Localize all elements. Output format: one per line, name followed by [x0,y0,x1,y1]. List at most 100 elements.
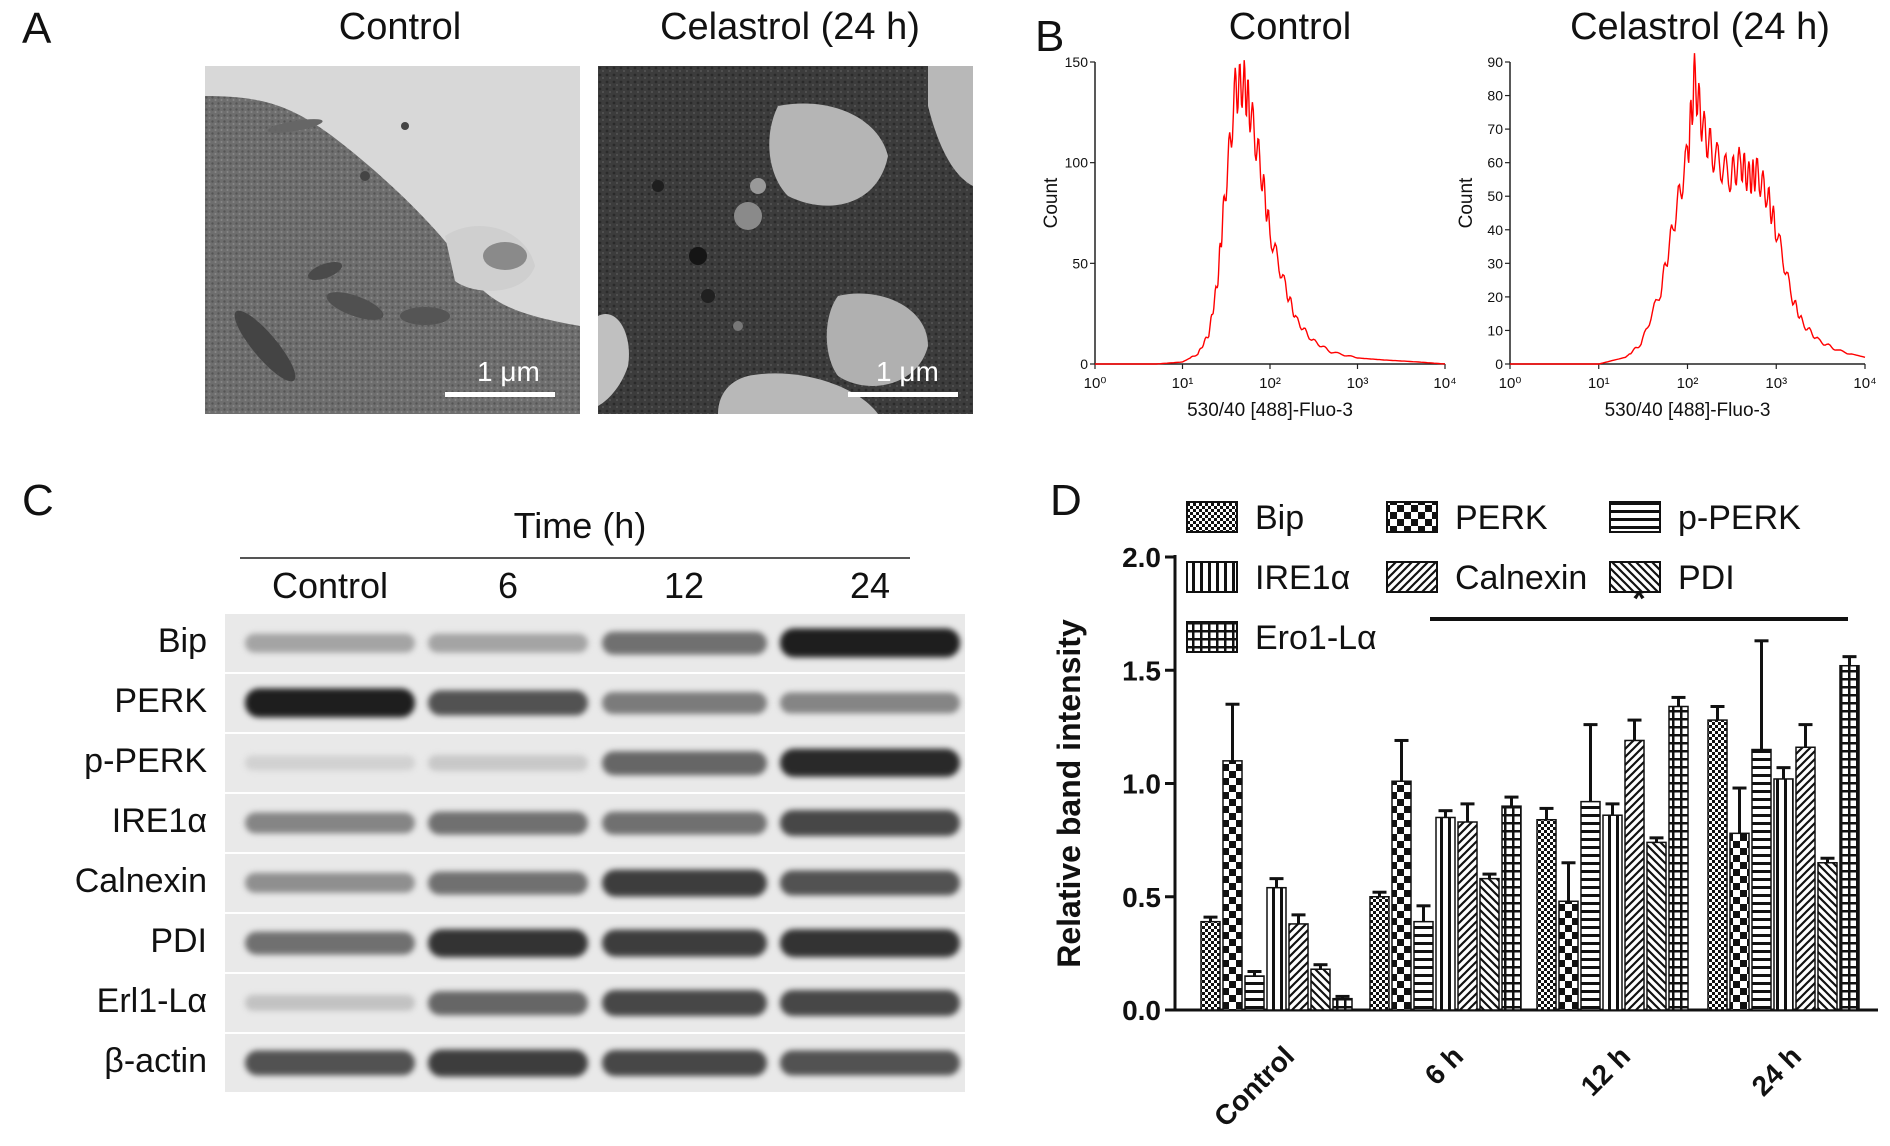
blot-band [601,631,767,655]
blot-row [225,914,965,972]
flow-y-tick-label-control: 100 [1065,155,1089,171]
legend-swatch [1186,561,1238,593]
bar-Ero1-Lα-Control [1332,997,1353,1011]
flow-y-tick-label-celastrol: 10 [1487,322,1503,338]
blot-column-header: 12 [663,565,705,606]
flow-y-tick-label-celastrol: 70 [1487,121,1503,137]
bar-IRE1α-12 h [1602,814,1623,1011]
legend-label: p-PERK [1678,499,1801,537]
blot-row-label: Calnexin [74,862,207,900]
flow-histogram-line-control [1095,60,1446,365]
blot-band [428,1049,588,1077]
blot-row-label: PERK [114,682,207,720]
blot-row-label: p-PERK [84,742,207,780]
bar-Bip-12 h [1536,818,1557,1011]
bar-PDI-24 h [1817,862,1838,1011]
bar-Calnexin-12 h [1624,739,1645,1011]
panel-a-title-celastrol: Celastrol (24 h) [660,6,920,48]
flow-x-tick-label-celastrol: 10³ [1765,375,1787,392]
blot-band [245,633,415,653]
blot-band [245,1050,415,1076]
legend-label: IRE1α [1255,559,1350,597]
blot-band [428,991,588,1015]
legend-swatch [1386,561,1438,593]
time-divider [240,557,910,559]
flow-x-tick-label-control: 10³ [1347,375,1369,392]
flow-histogram-line-celastrol [1510,53,1866,365]
flow-x-tick-label-celastrol: 10⁰ [1499,375,1522,392]
blot-row [225,674,965,732]
blot-band [245,755,415,771]
panel-b-title-celastrol: Celastrol (24 h) [1570,6,1830,48]
bar-PERK-6 h [1391,780,1412,1011]
flow-x-tick-label-celastrol: 10⁴ [1853,375,1876,392]
blot-band [245,872,415,894]
time-axis-label: Time (h) [513,505,647,546]
legend-label: PDI [1678,559,1735,597]
blot-row-label: IRE1α [111,802,207,840]
blot-band [601,1050,767,1076]
blot-row [225,794,965,852]
bar-Calnexin-6 h [1457,821,1478,1011]
blot-band [780,929,960,957]
bar-Calnexin-Control [1288,923,1309,1011]
bar-category-label: 12 h [1575,1040,1637,1102]
flow-y-tick-label-control: 150 [1065,54,1089,70]
legend-swatch [1609,561,1661,593]
flow-y-label-control: Count [1041,177,1062,228]
flow-y-tick-label-celastrol: 80 [1487,88,1503,104]
panel-b-label: B [1035,12,1065,61]
bar-y-tick-label: 0.5 [1122,882,1161,913]
bar-PDI-Control [1310,968,1331,1011]
blot-band [780,990,960,1016]
flow-y-tick-label-celastrol: 60 [1487,155,1503,171]
legend-label: Ero1-Lα [1255,619,1377,657]
blot-band [780,870,960,896]
bar-PDI-6 h [1479,877,1500,1011]
bar-Calnexin-24 h [1795,746,1816,1011]
blot-row-label: Erl1-Lα [96,982,207,1020]
bar-PERK-Control [1222,760,1243,1011]
bar-Ero1-Lα-6 h [1501,805,1522,1011]
blot-band [428,871,588,895]
blot-row [225,1034,965,1092]
flow-y-tick-label-celastrol: 20 [1487,289,1503,305]
flow-y-tick-label-control: 50 [1072,255,1088,271]
flow-x-tick-label-celastrol: 10² [1677,375,1699,392]
blot-band [428,690,588,716]
bar-y-tick-label: 1.0 [1122,769,1161,800]
flow-x-tick-label-control: 10² [1259,375,1281,392]
bar-p-PERK-12 h [1580,800,1601,1011]
scale-label-control: 1 μm [477,356,540,387]
blot-row [225,854,965,912]
blot-band [601,869,767,897]
bar-PDI-12 h [1646,841,1667,1011]
blot-row [225,974,965,1032]
panel-a-title-control: Control [338,6,462,48]
bar-category-label: 24 h [1746,1040,1808,1102]
blot-band [245,688,415,718]
flow-y-tick-label-celastrol: 50 [1487,188,1503,204]
flow-y-tick-label-celastrol: 90 [1487,54,1503,70]
band-intensity-bar-chart: 0.0 0.5 1.0 1.5 2.0 Relative band intensity Co… [1051,499,1878,1133]
flow-x-tick-label-control: 10¹ [1172,375,1194,392]
bar-IRE1α-Control [1266,886,1287,1011]
bar-y-tick-label: 0.0 [1122,995,1161,1026]
blot-band [780,692,960,714]
blot-band [428,929,588,957]
blot-row [225,734,965,792]
bar-p-PERK-24 h [1751,748,1772,1011]
blot-column-header: 24 [849,565,891,606]
blot-band [601,929,767,957]
bar-IRE1α-6 h [1435,816,1456,1011]
blot-band [601,692,767,714]
blot-row-label: β-actin [104,1042,207,1080]
flow-y-tick-label-celastrol: 30 [1487,255,1503,271]
blot-row-label: Bip [157,622,207,660]
legend-label: Calnexin [1455,559,1587,597]
panel-b-title-control: Control [1228,6,1352,48]
bar-p-PERK-Control [1244,975,1265,1011]
flow-x-label-celastrol: 530/40 [488]-Fluo-3 [1605,400,1771,421]
blot-row-label: PDI [150,922,207,960]
